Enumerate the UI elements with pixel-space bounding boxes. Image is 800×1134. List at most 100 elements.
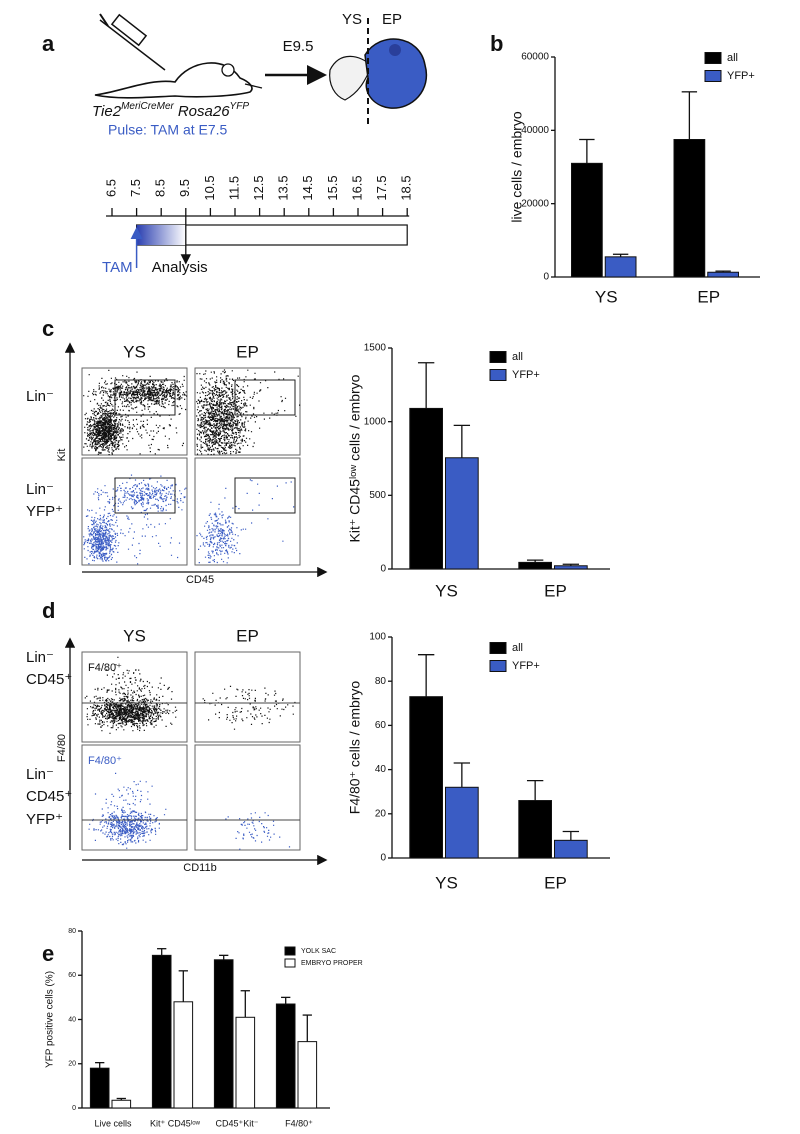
x-axis-label: CD45 <box>186 574 214 586</box>
y-tick-label: 1500 <box>364 343 387 354</box>
legend-label: YFP+ <box>512 660 540 672</box>
timeline-label: 18.5 <box>399 175 414 200</box>
row-label: YFP⁺ <box>26 503 63 520</box>
row-label: Lin⁻ <box>26 649 54 666</box>
gene: Rosa26 <box>178 103 230 120</box>
row-label: Lin⁻ <box>26 388 54 405</box>
y-tick-label: 0 <box>380 853 386 864</box>
bar <box>235 1016 256 1109</box>
scatter-dots <box>225 812 291 850</box>
timeline-label: 8.5 <box>153 179 168 197</box>
y-axis-label: YFP positive cells (%) <box>45 971 56 1068</box>
x-tick-label: YS <box>435 581 458 600</box>
column-label: EP <box>236 626 259 645</box>
timeline-label: 13.5 <box>276 175 291 200</box>
bar <box>173 1001 194 1109</box>
scatter-dots <box>196 369 301 456</box>
legend-swatch <box>284 946 296 956</box>
bar <box>554 839 588 859</box>
y-axis-label: live cells / embryo <box>509 111 525 222</box>
y-tick-label: 100 <box>369 632 386 643</box>
y-tick-label: 500 <box>369 490 386 501</box>
legend-label: YOLK SAC <box>301 948 336 955</box>
y-tick-label: 80 <box>375 676 387 687</box>
row-label: YFP⁺ <box>26 811 63 828</box>
panel-label: c <box>42 316 54 341</box>
y-tick-label: 0 <box>380 564 386 575</box>
bar <box>518 800 552 859</box>
gate-label: F4/80⁺ <box>88 662 122 674</box>
legend-label: all <box>512 351 523 363</box>
legend-swatch <box>704 70 722 82</box>
pulse-gradient <box>136 225 186 245</box>
bar <box>604 256 637 278</box>
analysis-label: Analysis <box>152 259 208 276</box>
region-label: EP <box>382 11 402 28</box>
x-tick-label: EP <box>697 287 720 306</box>
panel-label: e <box>42 941 54 966</box>
y-tick-label: 60 <box>68 972 76 979</box>
legend-swatch <box>284 958 296 968</box>
gate <box>114 477 176 514</box>
y-tick-label: 80 <box>68 928 76 935</box>
bar <box>151 954 172 1109</box>
y-tick-label: 20 <box>375 808 387 819</box>
gate <box>234 379 296 416</box>
row-label: Lin⁻ <box>26 481 54 498</box>
stage-label: E9.5 <box>283 38 314 55</box>
bar <box>707 271 739 278</box>
bar <box>111 1099 132 1109</box>
bar <box>89 1067 110 1109</box>
scatter-dots <box>83 474 187 565</box>
allele: MeriCreMer <box>121 101 174 112</box>
y-tick-label: 20 <box>68 1061 76 1068</box>
bar <box>409 407 443 570</box>
y-tick-label: 20000 <box>521 198 549 209</box>
legend-swatch <box>489 351 507 363</box>
y-tick-label: 60 <box>375 720 387 731</box>
gate-label: F4/80⁺ <box>88 755 122 767</box>
plot-frame <box>194 744 301 851</box>
x-tick-label: EP <box>544 873 567 892</box>
column-label: EP <box>236 342 259 361</box>
allele: YFP <box>230 101 250 112</box>
timeline-label: 11.5 <box>226 176 241 200</box>
x-tick-label: YS <box>435 873 458 892</box>
y-axis-label: F4/80 <box>56 734 68 762</box>
genotype: Tie2MeriCreMer Rosa26YFP <box>92 101 249 120</box>
bar <box>571 162 603 278</box>
y-tick-label: 1000 <box>364 416 387 427</box>
y-tick-label: 40 <box>375 764 387 775</box>
x-tick-label: Live cells <box>94 1118 132 1128</box>
panel-label: b <box>490 31 503 56</box>
bar <box>445 457 479 570</box>
gate <box>234 477 296 514</box>
legend-label: EMBRYO PROPER <box>301 960 363 967</box>
y-tick-label: 40 <box>68 1016 76 1023</box>
x-tick-label: Kit⁺ CD45ˡᵒʷ <box>150 1118 201 1128</box>
x-tick-label: F4/80⁺ <box>285 1118 313 1128</box>
row-label: CD45⁺ <box>26 671 72 688</box>
y-tick-label: 0 <box>72 1105 76 1112</box>
timeline-label: 9.5 <box>177 179 192 197</box>
bar <box>554 565 588 570</box>
column-label: YS <box>123 342 146 361</box>
timeline-label: 12.5 <box>251 175 266 200</box>
y-axis-label: Kit⁺ CD45ˡᵒʷ cells / embryo <box>347 374 363 542</box>
panel-label: d <box>42 598 55 623</box>
gate <box>114 379 176 416</box>
bar <box>673 139 706 278</box>
bar <box>275 1003 296 1109</box>
y-tick-label: 40000 <box>521 125 549 136</box>
bar <box>445 786 479 859</box>
region-label: YS <box>342 11 362 28</box>
scatter-dots <box>196 479 295 564</box>
scatter-dots <box>84 656 178 734</box>
y-tick-label: 60000 <box>521 52 549 63</box>
bar <box>213 959 234 1109</box>
x-tick-label: EP <box>544 581 567 600</box>
plot-frame <box>194 651 301 743</box>
y-axis-label: F4/80⁺ cells / embryo <box>347 681 363 815</box>
